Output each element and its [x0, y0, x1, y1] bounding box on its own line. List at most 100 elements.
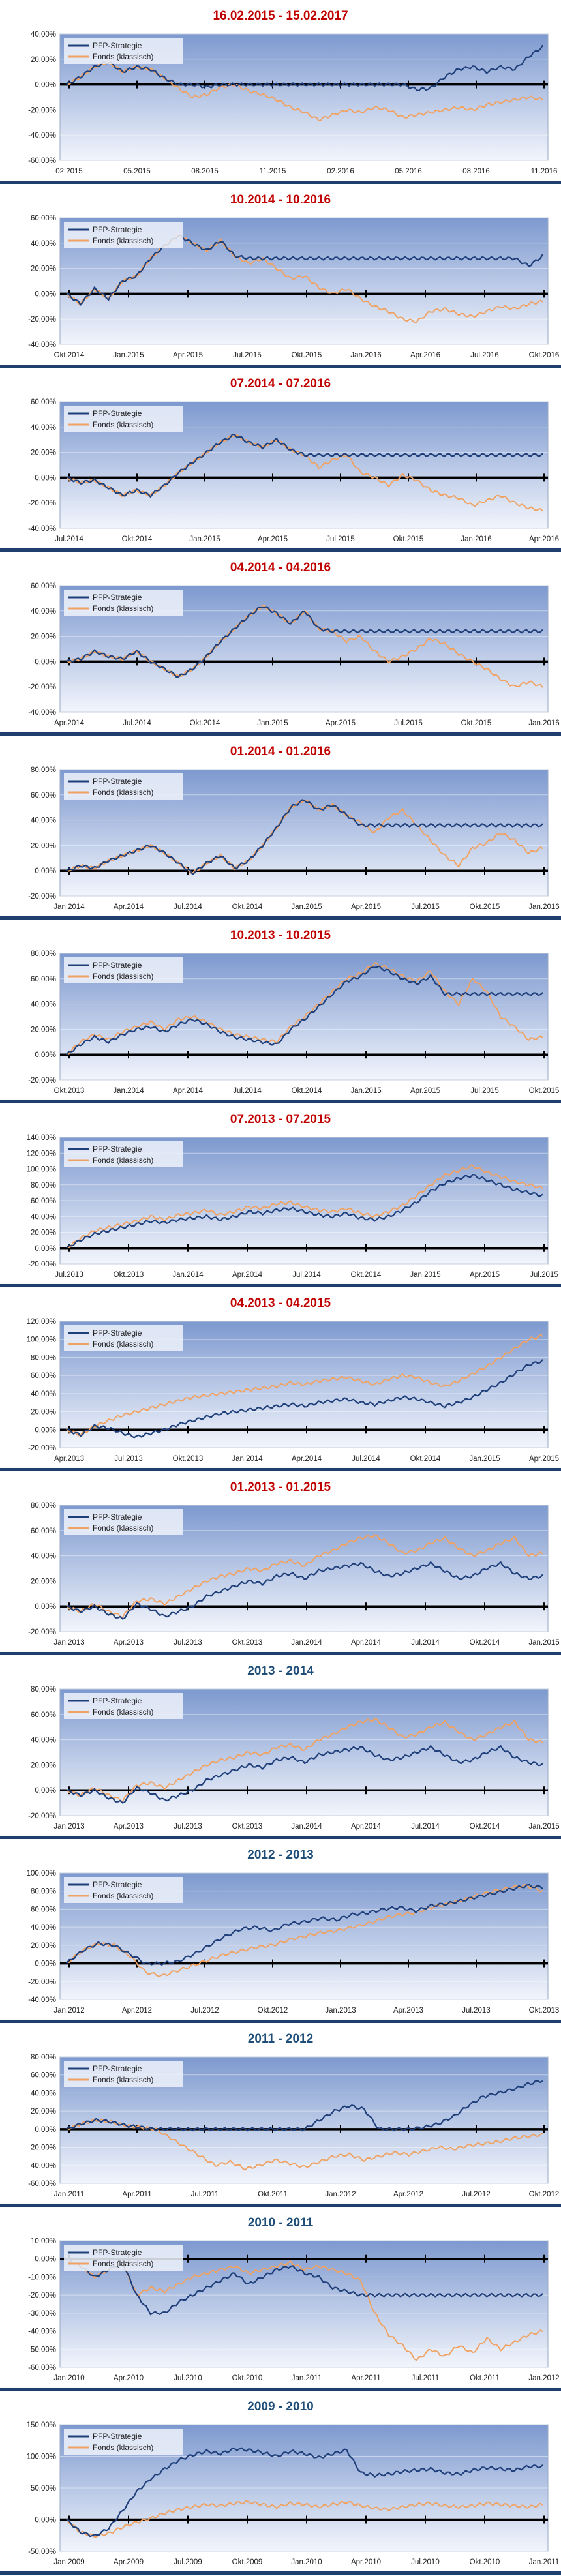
panel-separator	[0, 1836, 561, 1839]
y-tick-label: -20,00%	[28, 1628, 56, 1636]
y-tick-label: 50,00%	[31, 2485, 56, 2493]
x-tick-label: Apr.2015	[410, 1087, 440, 1095]
y-tick-label: 40,00%	[31, 240, 56, 248]
y-tick-label: 100,00%	[27, 1336, 56, 1344]
legend: PFP-Strategie Fonds (klassisch)	[64, 1877, 183, 1903]
x-tick-label: Apr.2015	[470, 1271, 500, 1279]
chart-panel: 07.2013 - 07.2015 140,00% 120,00% 100,00% 80…	[0, 1103, 561, 1284]
y-tick-label: 40,00%	[31, 424, 56, 432]
series-line-strategy	[66, 1359, 543, 1439]
y-tick-label: -20,00%	[28, 1077, 56, 1085]
x-tick-label: Okt.2011	[470, 2374, 500, 2382]
y-tick-label: -20,00%	[28, 500, 56, 507]
chart-title: 04.2014 - 04.2016	[230, 561, 331, 575]
legend: PFP-Strategie Fonds (klassisch)	[64, 38, 183, 64]
series-line-strategy	[66, 2258, 543, 2316]
series-line-strategy	[66, 1745, 543, 1804]
x-tick-label: Jan.2016	[461, 535, 491, 543]
x-tick-label: 02.2016	[327, 168, 354, 175]
chart-title: 04.2013 - 04.2015	[230, 1296, 331, 1310]
panel-separator	[0, 916, 561, 920]
x-tick-label: Jan.2009	[53, 2558, 84, 2566]
y-tick-label: 120,00%	[27, 1150, 56, 1158]
x-tick-label: Apr.2012	[122, 2007, 152, 2014]
chart-title: 10.2014 - 10.2016	[230, 193, 331, 207]
x-tick-label: Apr.2009	[114, 2558, 144, 2566]
line-chart: 01.2014 - 01.2016 80,00% 60,00% 40,00% 20,00…	[28, 745, 560, 911]
chart-panel: 2010 - 2011 10,00% 0,00% -10,00% -20,00% -30,…	[0, 2207, 561, 2388]
y-tick-label: -10,00%	[28, 2273, 56, 2281]
legend-box	[64, 1693, 183, 1719]
legend: PFP-Strategie Fonds (klassisch)	[64, 1141, 183, 1167]
legend-label-strategy: PFP-Strategie	[93, 593, 142, 602]
x-tick-label: Jan.2015	[189, 535, 220, 543]
y-tick-label: 120,00%	[27, 1318, 56, 1326]
legend-label-fund: Fonds (klassisch)	[93, 1340, 153, 1349]
x-tick-label: Apr.2013	[114, 1639, 144, 1647]
chart-panel: 01.2014 - 01.2016 80,00% 60,00% 40,00% 20,00…	[0, 736, 561, 916]
chart-title: 2011 - 2012	[248, 2032, 313, 2046]
panel-separator	[0, 2571, 561, 2575]
y-tick-label: 80,00%	[31, 766, 56, 774]
x-tick-label: Jan.2015	[257, 719, 288, 727]
y-tick-label: 150,00%	[27, 2421, 56, 2429]
x-tick-label: Jul.2015	[326, 535, 354, 543]
y-tick-label: 0,00%	[35, 1603, 56, 1611]
line-chart: 04.2013 - 04.2015 120,00% 100,00% 80,00% 60,…	[27, 1296, 559, 1463]
y-tick-label: 140,00%	[27, 1134, 56, 1142]
x-tick-label: Jul.2014	[55, 535, 83, 543]
y-tick-label: -60,00%	[28, 157, 56, 165]
series-line-strategy	[66, 1561, 543, 1620]
x-tick-label: Apr.2015	[529, 1455, 559, 1463]
x-tick-label: Jan.2015	[528, 1823, 559, 1831]
y-tick-label: 80,00%	[31, 2054, 56, 2061]
legend: PFP-Strategie Fonds (klassisch)	[64, 222, 183, 248]
y-tick-label: 40,00%	[31, 1213, 56, 1221]
y-tick-label: 60,00%	[31, 398, 56, 406]
legend-label-fund: Fonds (klassisch)	[93, 788, 153, 797]
legend-label-fund: Fonds (klassisch)	[93, 1156, 153, 1165]
series-line-strategy	[66, 1173, 543, 1249]
x-tick-label: Okt.2015	[461, 719, 492, 727]
x-tick-label: Okt.2009	[232, 2558, 263, 2566]
legend: PFP-Strategie Fonds (klassisch)	[64, 1325, 183, 1351]
y-tick-label: -40,00%	[28, 2162, 56, 2170]
chart-panel: 01.2013 - 01.2015 80,00% 60,00% 40,00% 20,00…	[0, 1471, 561, 1652]
legend-label-fund: Fonds (klassisch)	[93, 52, 153, 61]
x-tick-label: Jul.2014	[233, 1087, 262, 1095]
x-tick-label: Jan.2015	[350, 1087, 381, 1095]
y-tick-label: -20,00%	[28, 2292, 56, 2299]
legend-box	[64, 1325, 183, 1351]
y-tick-label: 10,00%	[31, 2238, 56, 2245]
x-tick-label: Jan.2014	[291, 1639, 322, 1647]
x-tick-label: Okt.2014	[292, 1087, 322, 1095]
y-tick-label: -20,00%	[28, 1978, 56, 1986]
x-tick-label: Jul.2013	[174, 1823, 202, 1831]
y-tick-label: 0,00%	[35, 1245, 56, 1253]
x-tick-label: Jan.2015	[469, 1455, 500, 1463]
y-tick-label: 20,00%	[31, 449, 56, 457]
x-tick-label: Jan.2011	[292, 2374, 322, 2382]
legend-box	[64, 1509, 183, 1535]
series-line-strategy	[66, 44, 543, 91]
x-tick-label: Jul.2012	[190, 2007, 219, 2014]
x-tick-label: Jan.2014	[172, 1271, 204, 1279]
series-line-strategy	[66, 2447, 543, 2538]
y-tick-label: 60,00%	[31, 1906, 56, 1913]
x-tick-label: Apr.2016	[410, 352, 440, 359]
chart-title: 2013 - 2014	[247, 1664, 314, 1678]
y-tick-label: -30,00%	[28, 2310, 56, 2318]
legend-box	[64, 2061, 183, 2087]
panel-separator	[0, 1652, 561, 1655]
legend: PFP-Strategie Fonds (klassisch)	[64, 957, 183, 983]
legend: PFP-Strategie Fonds (klassisch)	[64, 773, 183, 800]
x-tick-label: Jul.2014	[411, 1639, 440, 1647]
x-tick-label: Jul.2010	[411, 2558, 439, 2566]
y-tick-label: 20,00%	[31, 1578, 56, 1585]
series-line-fund	[66, 2119, 543, 2171]
chart-title: 01.2014 - 01.2016	[230, 745, 331, 758]
x-tick-label: 05.2015	[123, 168, 151, 175]
x-tick-label: Apr.2011	[122, 2191, 151, 2198]
x-tick-label: Okt.2013	[114, 1271, 144, 1279]
series-line-fund	[66, 1164, 543, 1249]
